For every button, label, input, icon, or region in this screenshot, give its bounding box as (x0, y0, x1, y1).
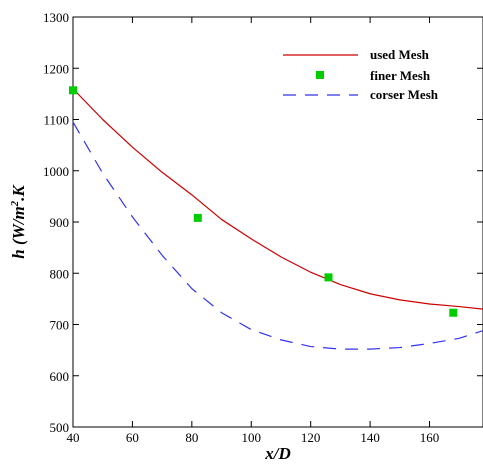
x-tick-label: 120 (301, 430, 321, 445)
point-finer-mesh (449, 308, 458, 317)
legend-label-corser-mesh: corser Mesh (370, 87, 439, 102)
point-finer-mesh (69, 86, 77, 95)
y-tick-label: 900 (50, 215, 70, 230)
y-tick-label: 800 (50, 266, 70, 281)
y-tick-label: 1300 (43, 10, 69, 25)
x-tick-label: 40 (67, 430, 80, 445)
y-tick-label: 1200 (43, 61, 69, 76)
point-finer-mesh (193, 213, 202, 222)
x-tick-label: 100 (242, 430, 262, 445)
legend: used Mesh finer Mesh corser Mesh (283, 47, 439, 102)
series-line-used-mesh (72, 88, 483, 310)
y-tick-label: 1100 (43, 113, 69, 128)
x-tick-label: 60 (126, 430, 139, 445)
x-tick-label: 80 (185, 430, 198, 445)
legend-label-finer-mesh: finer Mesh (370, 68, 431, 83)
point-finer-mesh (324, 273, 333, 282)
x-axis-ticks: 40 60 80 100 120 140 160 (67, 17, 440, 445)
y-tick-label: 700 (50, 318, 70, 333)
y-tick-label: 500 (50, 420, 70, 435)
y-axis-ticks: 500 600 700 800 900 1000 1100 1200 1300 (43, 10, 483, 435)
x-tick-label: 160 (420, 430, 440, 445)
y-tick-label: 1000 (43, 164, 69, 179)
series-line-corser-mesh (72, 121, 483, 350)
x-tick-label: 140 (360, 430, 380, 445)
y-axis-title: h (W/m2.K (9, 184, 28, 259)
series-layer (69, 86, 483, 350)
legend-swatch-finer-mesh (316, 71, 324, 79)
x-axis-title: x/D (264, 444, 291, 463)
legend-label-used-mesh: used Mesh (370, 47, 430, 62)
y-tick-label: 600 (50, 369, 70, 384)
